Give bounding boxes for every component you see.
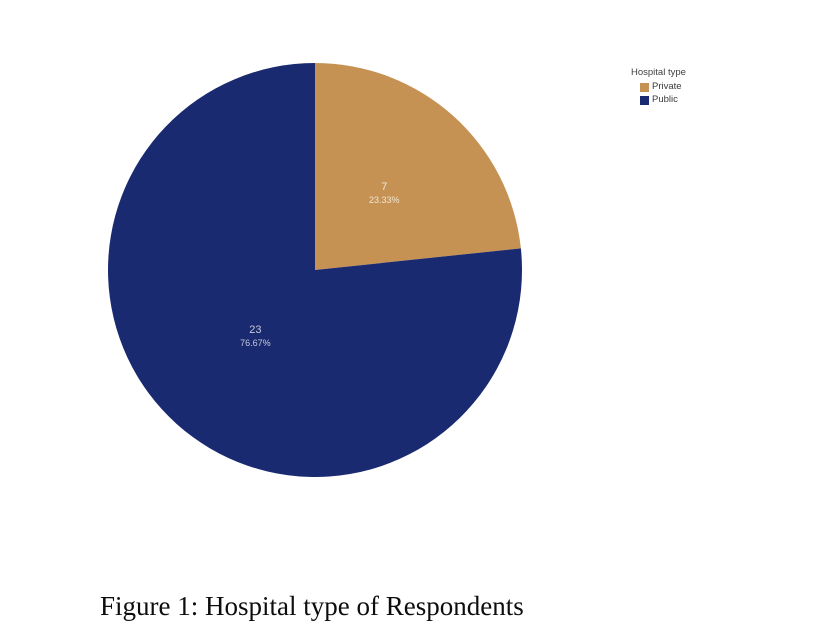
slice-percent-private: 23.33% [369,195,400,205]
legend-item-private: Private [640,81,686,93]
legend-item-public: Public [640,94,686,106]
slice-value-private: 7 [381,181,387,193]
legend: Hospital type Private Public [631,67,686,107]
legend-title: Hospital type [631,67,686,78]
legend-items: Private Public [631,81,686,106]
slice-percent-public: 76.67% [240,338,271,348]
figure-caption: Figure 1: Hospital type of Respondents [100,591,524,621]
slice-value-public: 23 [249,324,261,336]
pie-slice-private [315,63,521,270]
pie-slice-public [108,63,523,478]
legend-label-public: Public [652,94,678,105]
legend-label-private: Private [652,81,682,92]
legend-swatch-public [640,95,649,105]
legend-swatch-private [640,82,649,92]
